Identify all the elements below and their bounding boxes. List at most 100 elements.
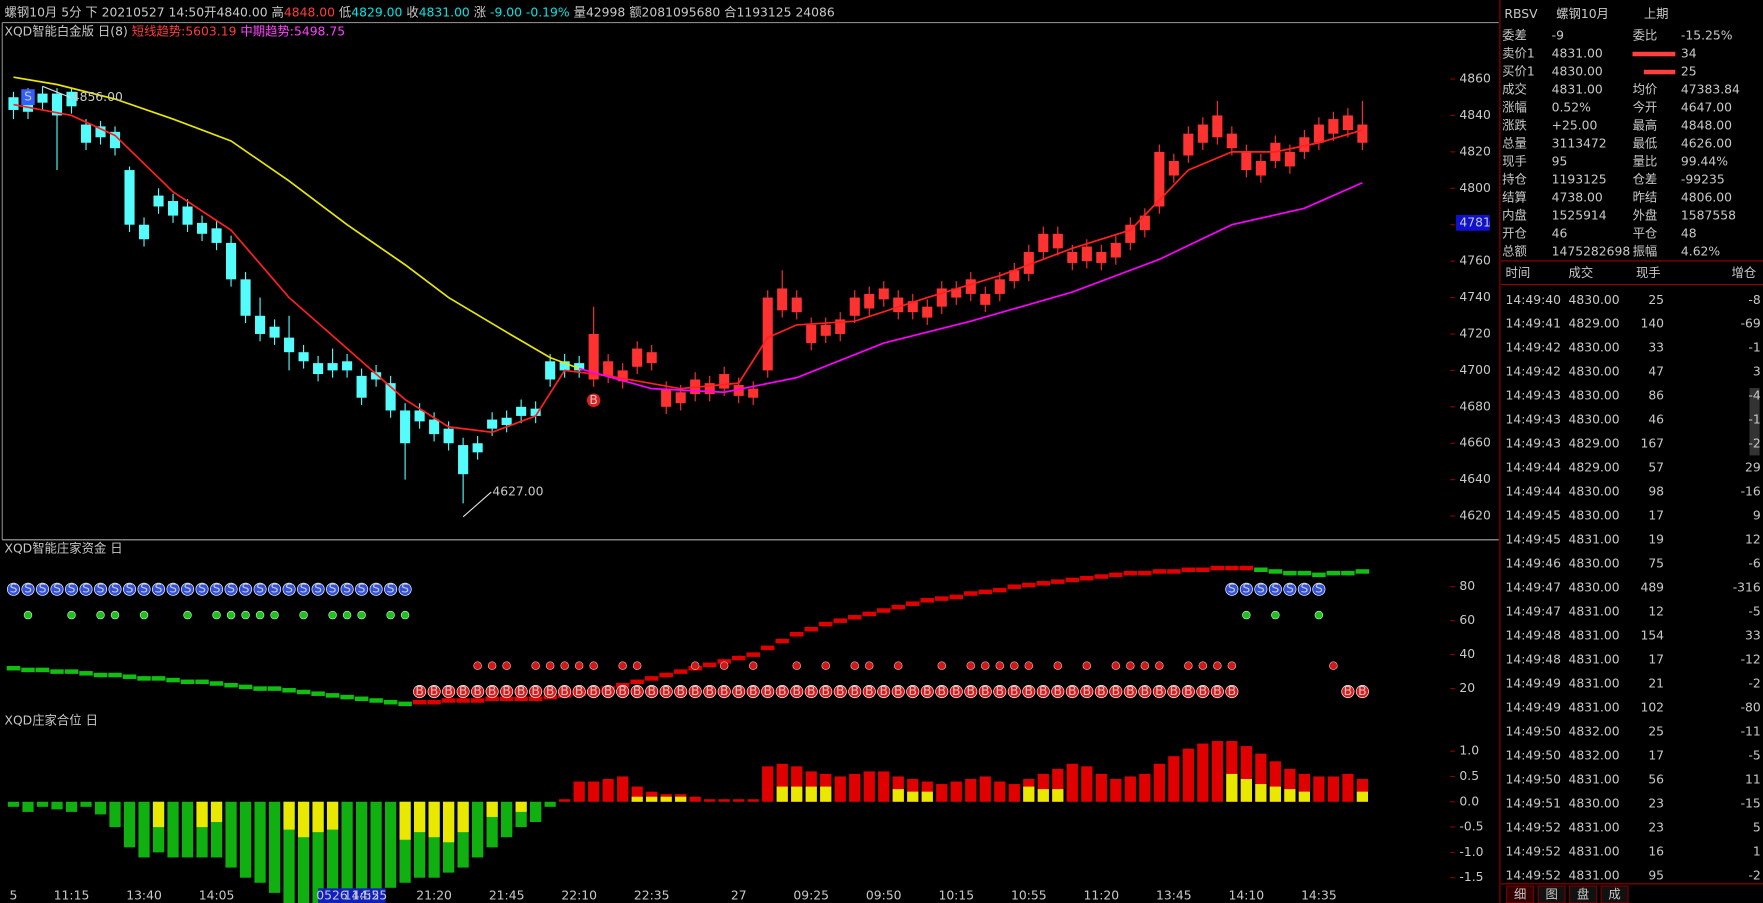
signal-icon [862, 685, 876, 699]
position-bar [979, 776, 991, 802]
position-bar [370, 801, 382, 893]
tick-cell: 14:49:51 [1506, 796, 1562, 810]
tick-cell: 57 [1648, 461, 1664, 475]
signal-icon [1094, 685, 1108, 699]
candle-body [1183, 133, 1194, 156]
position-bar [631, 786, 643, 802]
instrument-name: 螺钢10月 [1556, 7, 1609, 21]
position-bar-inner [312, 801, 324, 833]
small-dot [502, 661, 511, 670]
signal-icon-label: S [401, 582, 409, 596]
position-bar [1255, 753, 1267, 802]
tick-cell: 14:49:44 [1506, 461, 1562, 475]
signal-icon [340, 582, 354, 596]
tick-cell: 14:49:52 [1506, 844, 1562, 858]
candle-body [269, 326, 280, 338]
tick-cell: -11 [1741, 724, 1761, 738]
tick-cell: 4831.00 [1568, 700, 1619, 714]
fund-bar [296, 689, 311, 695]
signal-icon-label: S [184, 582, 192, 596]
signal-icon-label: B [1010, 684, 1018, 698]
signal-icon [297, 582, 311, 596]
tick-cell: 12 [1745, 533, 1761, 547]
tab-label[interactable]: 盘 [1577, 887, 1589, 902]
quote-label: 总额 [1502, 244, 1527, 258]
fund-bar [731, 655, 746, 661]
signal-icon-label: B [1228, 684, 1236, 698]
small-dot [850, 661, 859, 670]
small-dot [255, 610, 265, 620]
candle-body [936, 288, 947, 307]
position-bar [1284, 768, 1296, 802]
candle-body [1038, 233, 1049, 253]
signal-icon-label: B [415, 684, 423, 698]
tick-cell: 154 [1640, 629, 1664, 643]
signal-icon [659, 685, 673, 699]
position-bar [283, 801, 295, 903]
signal-icon [268, 582, 282, 596]
y-tick-label: 4840 [1459, 108, 1491, 122]
signal-icon [152, 582, 166, 596]
candle-body [951, 288, 962, 298]
signal-icon-label: B [894, 684, 902, 698]
tick-cell: 4832.00 [1568, 748, 1619, 762]
position-bar [1342, 773, 1354, 802]
position-bar [355, 801, 368, 898]
small-dot [342, 610, 352, 620]
candle-body [820, 324, 831, 336]
tick-cell: -15 [1741, 796, 1761, 810]
moving-average [578, 182, 1363, 394]
signal-icon [906, 685, 920, 699]
signal-icon [21, 582, 35, 596]
fund-bar [862, 611, 876, 617]
position-bar [65, 801, 78, 812]
scrollbar[interactable] [1749, 387, 1760, 456]
signal-icon-label: S [10, 582, 18, 596]
signal-icon-label: S [140, 582, 148, 596]
candle-body [632, 348, 643, 367]
quote-label: 结算 [1502, 189, 1527, 204]
signal-icon [398, 582, 412, 596]
tick-cell: 4831.00 [1568, 676, 1619, 690]
fund-bar [1312, 572, 1326, 578]
tab-label[interactable]: 成 [1608, 888, 1620, 902]
tick-cell: 4831.00 [1568, 533, 1619, 547]
small-dot [821, 661, 830, 670]
small-dot [328, 610, 337, 620]
tick-cell: 14:49:42 [1506, 341, 1562, 355]
signal-icon-label: B [589, 684, 597, 698]
position-bar [1197, 743, 1209, 802]
candle-body [313, 363, 324, 375]
fund-bar [456, 698, 470, 703]
position-bar [196, 801, 208, 858]
signal-icon [210, 582, 224, 596]
signal-icon-label: S [39, 582, 47, 596]
signal-icon [1254, 582, 1268, 596]
fund-bar [427, 699, 441, 705]
tab-label[interactable]: 细 [1514, 888, 1526, 902]
signal-icon [703, 685, 717, 699]
position-bar [733, 799, 745, 802]
position-bar-inner [907, 791, 919, 802]
x-tick-label: 14:10 [1229, 889, 1265, 903]
fund-bar [833, 618, 847, 623]
fund-bar [891, 604, 905, 610]
tick-cell: 4830.00 [1568, 796, 1619, 810]
tab-label[interactable]: 图 [1545, 888, 1557, 902]
fund-bar [920, 598, 935, 603]
x-tick-label: 22:35 [634, 889, 670, 903]
quote-value: -99235 [1681, 172, 1725, 186]
position-bar [138, 801, 150, 858]
tick-cell: -69 [1741, 317, 1761, 331]
signal-icon-label: S [358, 582, 366, 596]
signal-icon-label: B [821, 684, 829, 698]
candle-body [704, 383, 715, 395]
fund-bar [935, 596, 949, 601]
candle-body [472, 443, 483, 453]
quote-value: 4830.00 [1552, 65, 1603, 79]
position-bar [1269, 761, 1281, 802]
tick-cell: 3 [1753, 365, 1761, 379]
candle-body [1052, 233, 1063, 249]
signal-icon-label: B [778, 684, 786, 698]
